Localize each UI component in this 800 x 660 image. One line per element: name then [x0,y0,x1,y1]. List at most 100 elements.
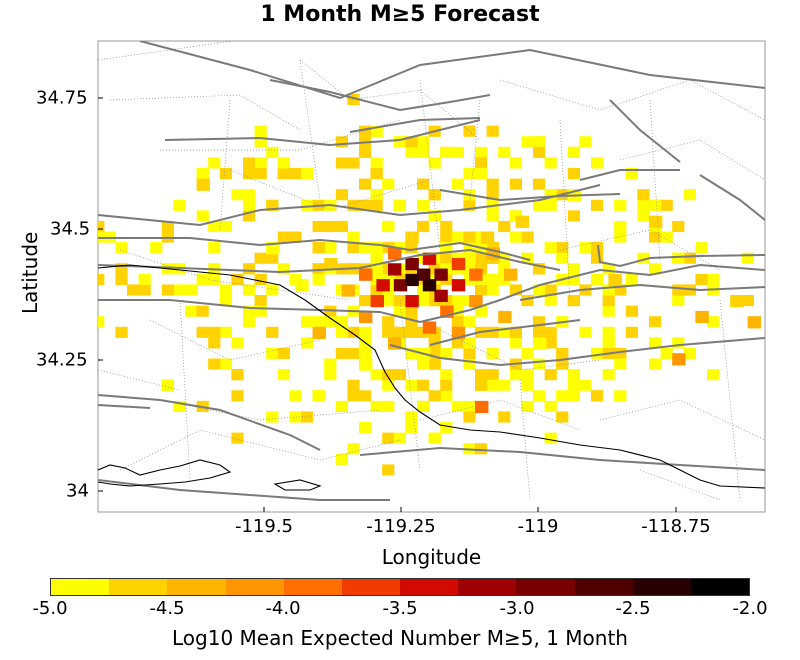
heatmap-cell [301,411,314,423]
heatmap-cell [567,146,580,158]
heatmap-cell [289,390,302,402]
heatmap-cell [637,210,650,222]
fault-lines [98,41,765,501]
heatmap-cell [480,231,495,244]
heatmap-cell [231,189,244,201]
heatmap-cell [301,316,314,328]
heatmap-cell [370,295,384,308]
heatmap-cell [347,347,360,360]
heatmap-cell [393,136,406,148]
heatmap-cell [533,136,546,148]
heatmap-cell [602,305,615,317]
heatmap-cell [451,295,464,307]
heatmap-cell [533,358,546,370]
heatmap-cell [382,400,395,412]
heatmap-cell [219,168,232,180]
colorbar-segment [400,579,459,595]
heatmap-cell [567,390,580,402]
heatmap-cell [695,273,708,285]
heatmap-cell [115,242,128,254]
colorbar-segment [167,579,226,595]
heatmap-cell [231,273,244,285]
heatmap-cell [185,305,198,317]
heatmap-cell [254,252,267,264]
heatmap-cell [422,321,437,334]
heatmap-cell [672,220,685,233]
heatmap-cell [219,284,232,296]
heatmap-cell [347,242,360,254]
heatmap-cell [434,289,448,302]
heatmap-cell [556,242,569,254]
heatmap-cell [544,199,557,211]
channel-island [98,459,232,487]
heatmap-cell [115,326,128,338]
heatmap-cell [312,220,325,233]
heatmap-cell [393,305,406,317]
heatmap-cell [138,273,151,285]
heatmap-cell [486,178,499,190]
heatmap-cell [440,252,453,264]
heatmap-cell [475,379,488,391]
heatmap-cell [649,231,662,243]
heatmap-cell [382,326,395,338]
heatmap-cell [370,199,383,211]
heatmap-cell [741,295,754,307]
heatmap-cell [161,284,174,296]
x-tick-label: -119 [517,516,559,537]
heatmap-cell [614,390,627,402]
heatmap-cell [498,326,511,338]
heatmap-cell [347,379,360,391]
heatmap-cell [208,326,221,338]
heatmap-cell [266,347,279,360]
heatmap-cell [359,178,372,190]
heatmap-cell [208,273,221,285]
heatmap-cell [469,295,483,308]
heatmap-cell [486,125,499,137]
heatmap-cell [672,353,686,366]
heatmap-cell [173,199,186,211]
heatmap-cell [440,146,453,158]
heatmap-cell [370,189,383,201]
heatmap-cell [382,432,395,444]
heatmap-cell [405,273,419,287]
heatmap-cell [440,347,453,360]
heatmap-cell [277,168,290,180]
heatmap-cell [504,268,518,281]
heatmap-cell [243,263,256,275]
heatmap-cell [347,390,360,402]
heatmap-cell [382,295,395,307]
heatmap-cell [393,369,406,381]
heatmap-cell [370,157,383,169]
heatmap-cell [556,252,569,264]
colorbar-tick: -5.0 [32,598,68,619]
heatmap-cell [498,379,511,391]
axis-ticks [98,97,677,512]
heatmap-cell [637,199,650,211]
heatmap-cell [602,284,615,296]
heatmap-cell [544,189,557,201]
heatmap-cell [359,310,373,324]
heatmap-cell [173,284,186,296]
heatmap-cell [266,199,279,211]
heatmap-cell [602,263,615,275]
colorbar-segment [690,579,750,595]
heatmap-cell [208,220,221,233]
coastline [98,264,765,489]
heatmap-cell [544,295,557,307]
y-tick-label: 34.75 [36,87,88,109]
heatmap-cell [405,347,418,360]
heatmap-cell [254,273,267,285]
heatmap-cell [196,168,209,180]
heatmap-cell [463,125,476,137]
heatmap-cell [347,326,360,338]
heatmap-cell [463,168,476,180]
heatmap-cell [660,347,673,360]
heatmap-cell [324,369,337,381]
heatmap-cell [196,210,209,222]
heatmap-cell [521,252,534,264]
heatmap-cell [498,220,511,233]
heatmap-cell [521,136,534,148]
heatmap-cell [324,358,337,370]
heatmap-cell [567,210,580,222]
